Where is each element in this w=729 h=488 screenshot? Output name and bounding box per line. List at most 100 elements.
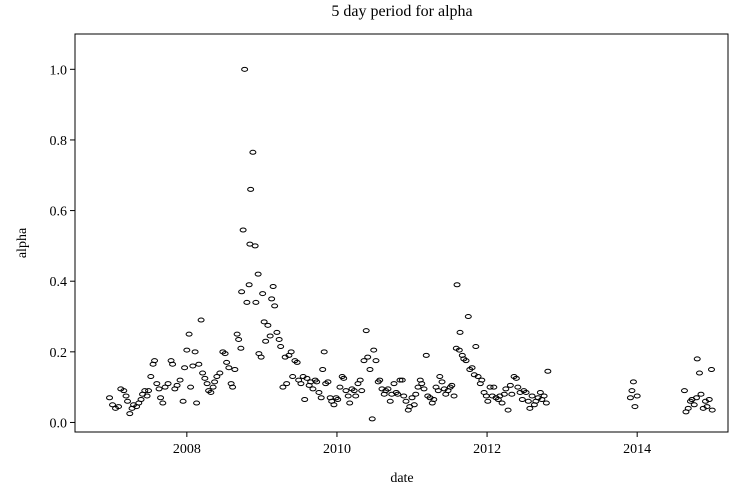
point bbox=[386, 398, 394, 404]
point bbox=[319, 366, 327, 372]
point bbox=[684, 405, 692, 411]
point bbox=[225, 365, 233, 371]
point bbox=[504, 407, 512, 413]
point bbox=[450, 393, 458, 399]
point bbox=[264, 322, 272, 328]
point bbox=[410, 402, 418, 408]
point bbox=[279, 384, 287, 390]
point bbox=[183, 347, 191, 353]
point bbox=[500, 391, 508, 397]
point bbox=[243, 299, 251, 305]
x-tick-label: 2008 bbox=[173, 442, 201, 457]
x-tick-label: 2014 bbox=[623, 442, 651, 457]
point bbox=[478, 377, 486, 383]
point bbox=[266, 333, 274, 339]
point bbox=[245, 282, 253, 288]
point bbox=[540, 393, 548, 399]
point bbox=[408, 395, 416, 401]
point bbox=[486, 384, 494, 390]
point bbox=[324, 379, 332, 385]
point bbox=[317, 395, 325, 401]
point bbox=[157, 395, 165, 401]
point bbox=[164, 381, 172, 387]
point bbox=[420, 386, 428, 392]
x-tick-label: 2012 bbox=[473, 442, 501, 457]
point bbox=[394, 391, 402, 397]
point bbox=[241, 66, 249, 72]
point bbox=[693, 356, 701, 362]
point bbox=[207, 389, 215, 395]
point bbox=[269, 284, 277, 290]
point bbox=[482, 393, 490, 399]
point bbox=[384, 386, 392, 392]
point bbox=[235, 336, 243, 342]
point bbox=[213, 374, 221, 380]
point bbox=[334, 397, 342, 403]
point bbox=[434, 388, 442, 394]
point bbox=[161, 384, 169, 390]
point bbox=[626, 395, 634, 401]
point bbox=[191, 349, 199, 355]
y-tick-label: 0.0 bbox=[50, 416, 68, 431]
point bbox=[518, 397, 526, 403]
point bbox=[436, 374, 444, 380]
point bbox=[151, 358, 159, 364]
point bbox=[705, 397, 713, 403]
point bbox=[412, 391, 420, 397]
point bbox=[287, 349, 295, 355]
point bbox=[697, 391, 705, 397]
point bbox=[315, 389, 323, 395]
point bbox=[268, 296, 276, 302]
point bbox=[707, 366, 715, 372]
point bbox=[176, 377, 184, 383]
y-tick-label: 0.8 bbox=[50, 134, 68, 149]
point bbox=[273, 329, 281, 335]
point bbox=[514, 384, 522, 390]
point bbox=[340, 375, 348, 381]
point bbox=[468, 365, 476, 371]
point bbox=[262, 338, 270, 344]
point bbox=[422, 352, 430, 358]
point bbox=[464, 314, 472, 320]
point bbox=[169, 361, 177, 367]
point bbox=[199, 370, 207, 376]
point bbox=[508, 391, 516, 397]
point bbox=[350, 388, 358, 394]
y-tick-label: 1.0 bbox=[50, 63, 68, 78]
point bbox=[229, 384, 237, 390]
point bbox=[209, 384, 217, 390]
point bbox=[336, 384, 344, 390]
point bbox=[364, 354, 372, 360]
point bbox=[372, 358, 380, 364]
point bbox=[155, 386, 163, 392]
point bbox=[680, 388, 688, 394]
point bbox=[259, 291, 267, 297]
point bbox=[346, 400, 354, 406]
x-tick-label: 2010 bbox=[323, 442, 351, 457]
point bbox=[271, 303, 279, 309]
point bbox=[141, 388, 149, 394]
point bbox=[275, 336, 283, 342]
point bbox=[414, 384, 422, 390]
point bbox=[211, 379, 219, 385]
point bbox=[249, 149, 257, 155]
y-tick-label: 0.4 bbox=[50, 275, 68, 290]
point bbox=[502, 386, 510, 392]
point bbox=[438, 379, 446, 385]
point bbox=[474, 374, 482, 380]
point bbox=[524, 398, 532, 404]
point bbox=[109, 402, 117, 408]
point bbox=[376, 377, 384, 383]
chart-title: 5 day period for alpha bbox=[331, 3, 472, 20]
point bbox=[147, 374, 155, 380]
point bbox=[257, 354, 265, 360]
point bbox=[216, 370, 224, 376]
point bbox=[179, 398, 187, 404]
point bbox=[344, 393, 352, 399]
point bbox=[506, 382, 514, 388]
point bbox=[201, 375, 209, 381]
point bbox=[221, 351, 229, 357]
point bbox=[153, 381, 161, 387]
point bbox=[143, 393, 151, 399]
point bbox=[283, 381, 291, 387]
